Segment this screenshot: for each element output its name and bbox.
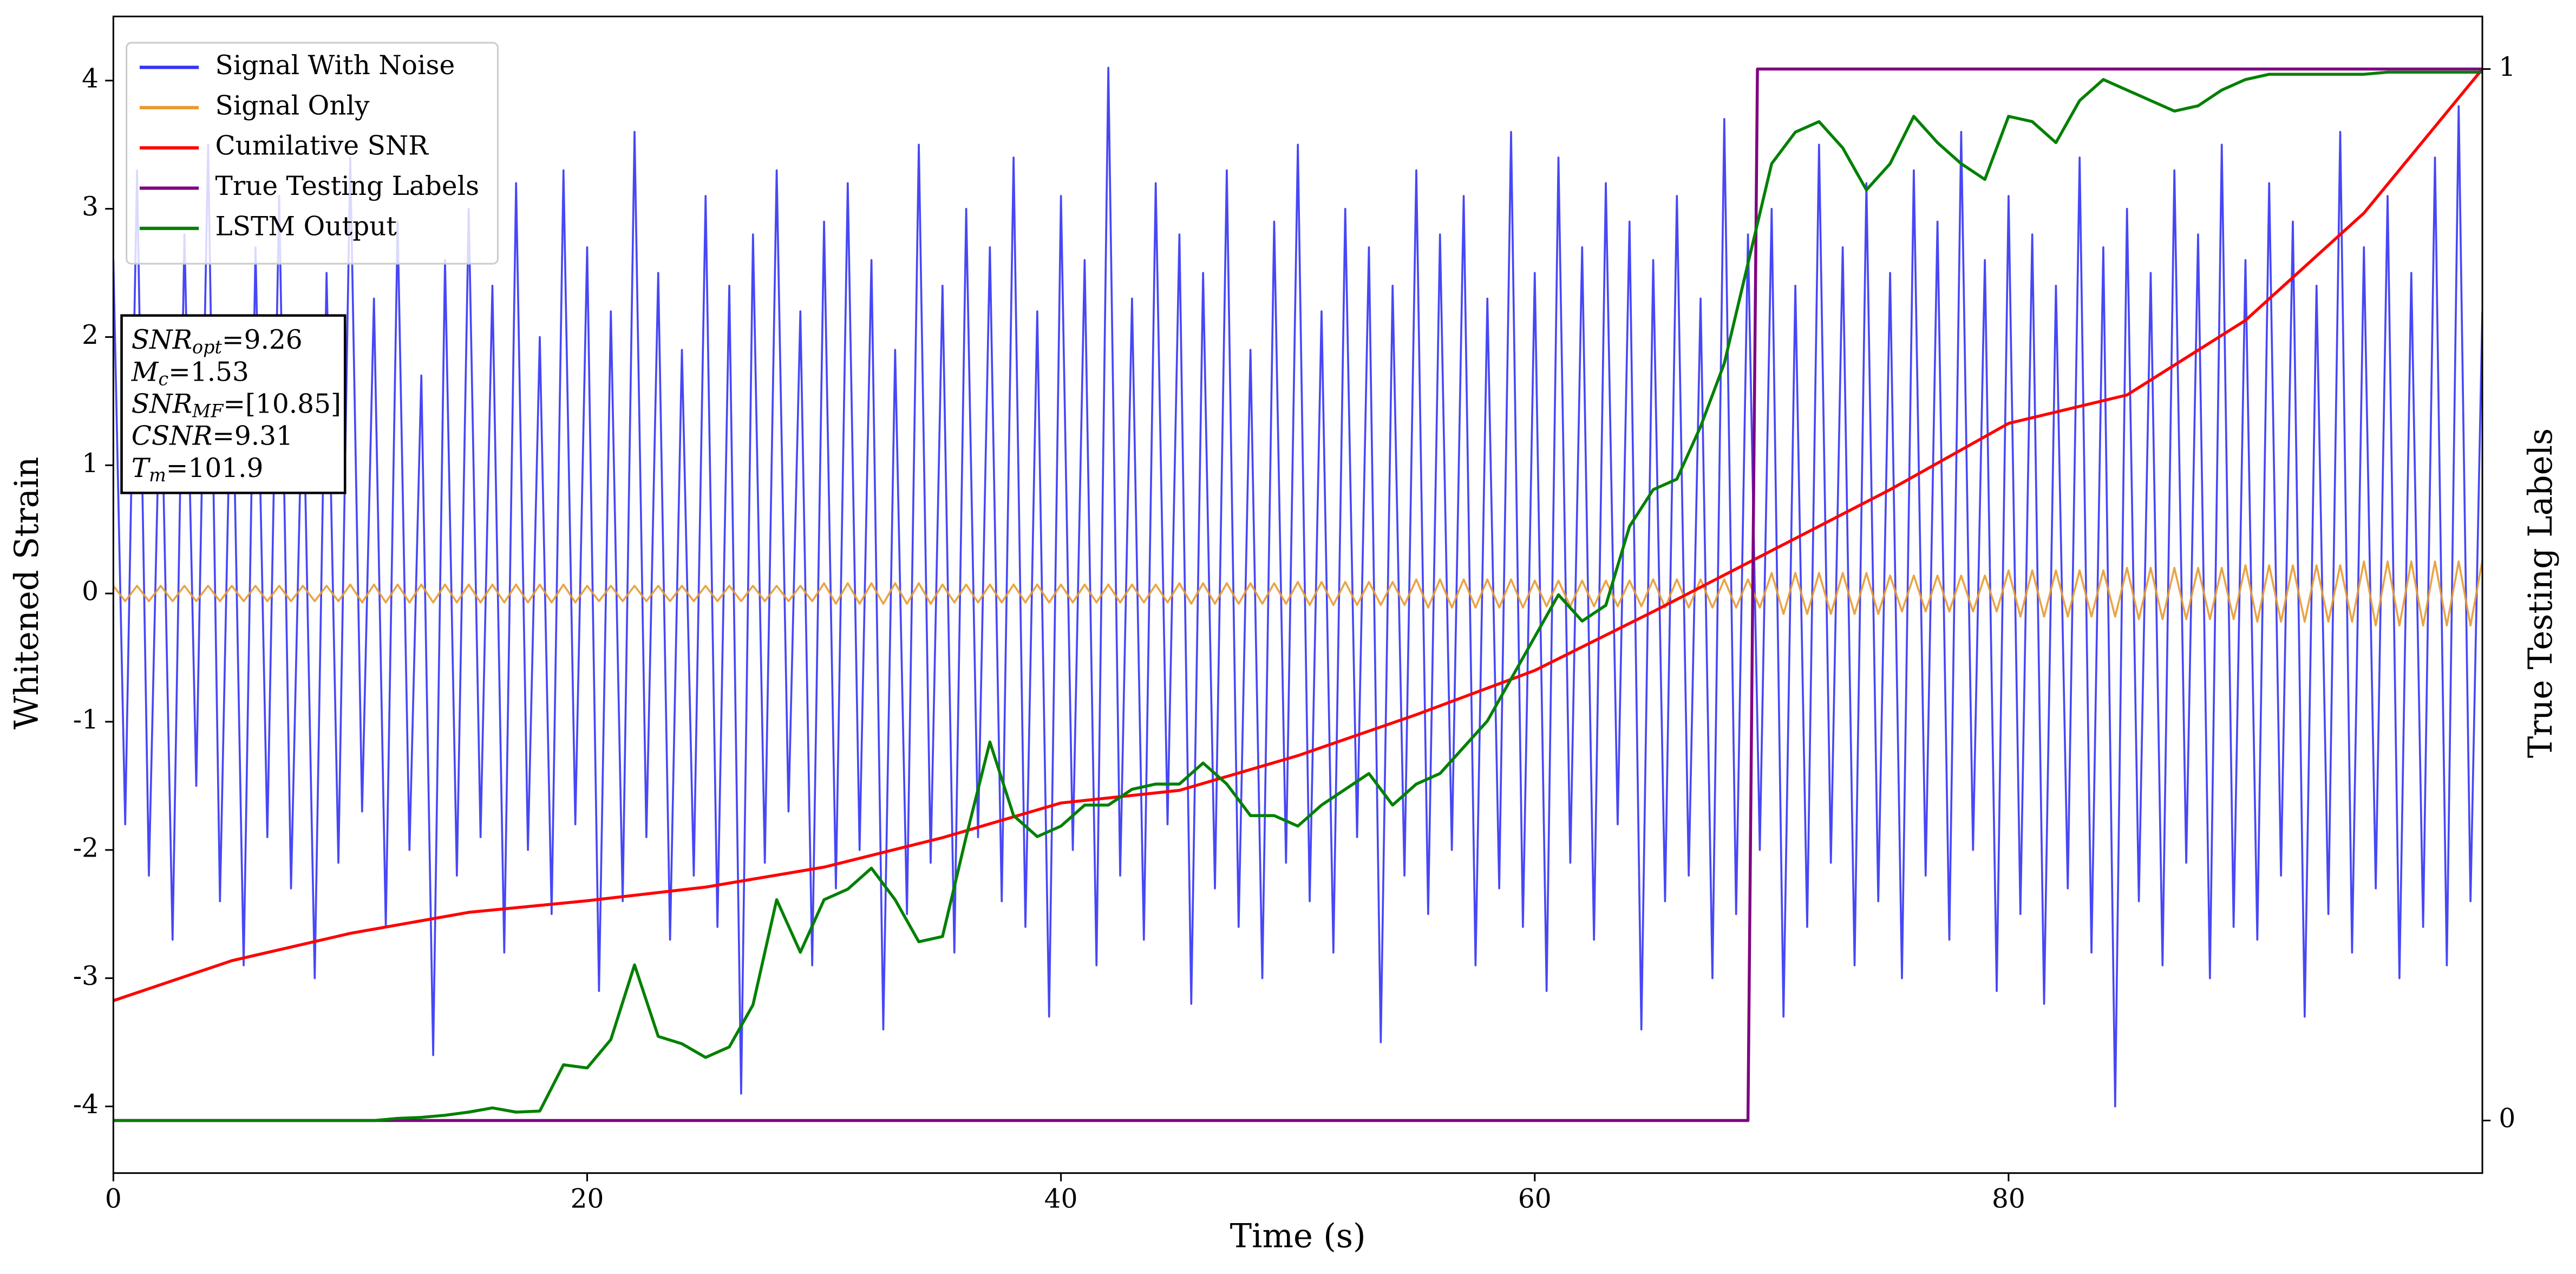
y-tick-label: -3: [73, 961, 99, 991]
y-tick-label: -4: [73, 1089, 99, 1120]
series-line: [113, 67, 2483, 1122]
x-tick-label: 40: [1044, 1184, 1078, 1214]
x-axis-label: Time (s): [1230, 1218, 1366, 1256]
series-line: [113, 67, 2483, 1108]
plot-area: [113, 67, 2483, 1122]
y-tick-label: 1: [82, 448, 99, 479]
x-tick-label: 0: [105, 1184, 122, 1214]
annotation-value: =101.9: [166, 453, 264, 483]
annotation-text: Mc=1.53: [131, 357, 249, 390]
annotation-subscript: opt: [192, 336, 222, 357]
y2-tick-label: 1: [2499, 52, 2515, 82]
y-tick-label: 0: [82, 577, 99, 607]
legend: Signal With Noise Signal Only Cumilative S…: [126, 42, 499, 265]
y-tick-label: -1: [73, 704, 99, 735]
annotation-subscript: c: [158, 369, 168, 390]
y-tick-label: 3: [82, 192, 99, 222]
y-axis-label: Whitened Strain: [8, 457, 46, 730]
x-tick-label: 60: [1518, 1184, 1552, 1214]
annotation-value: =9.31: [212, 421, 293, 451]
annotation-value: =9.26: [222, 325, 303, 355]
series-line: [113, 70, 2483, 1122]
series-line: [113, 560, 2483, 627]
annotation-text: CSNR=9.31: [132, 421, 293, 451]
annotation-value: =[10.85]: [223, 389, 341, 419]
y2-tick-label: 0: [2499, 1103, 2515, 1134]
annotation-symbol: T: [132, 453, 151, 483]
annotation-subscript: m: [149, 465, 166, 486]
annotation-symbol: SNR: [132, 325, 192, 355]
y-tick-label: -2: [73, 833, 99, 863]
legend-label: Signal With Noise: [215, 50, 455, 81]
y-tick-label: 4: [82, 63, 99, 94]
axes-frame: [112, 15, 2483, 1174]
annotation-symbol: M: [131, 357, 159, 387]
annotation-text: Tm=101.9: [132, 453, 264, 486]
legend-box: [126, 42, 499, 265]
legend-label: True Testing Labels: [215, 171, 480, 201]
series-line: [113, 68, 2483, 1002]
y-tick-label: 2: [82, 320, 99, 350]
annotation-box: SNRopt=9.26Mc=1.53SNRMF=[10.85]CSNR=9.31…: [120, 314, 346, 494]
legend-label: Cumilative SNR: [215, 131, 429, 161]
annotation-symbol: SNR: [132, 389, 192, 419]
annotation-subscript: MF: [192, 401, 224, 422]
x-tick-label: 80: [1992, 1184, 2025, 1214]
annotation-frame: [120, 314, 346, 494]
annotation-text: SNRopt=9.26: [132, 325, 303, 358]
legend-label: LSTM Output: [215, 211, 397, 241]
annotation-value: =1.53: [168, 357, 249, 387]
y2-axis-label: True Testing Labels: [2522, 428, 2560, 758]
annotation-symbol: CSNR: [132, 421, 212, 451]
legend-label: Signal Only: [215, 90, 370, 121]
annotation-text: SNRMF=[10.85]: [132, 389, 341, 422]
x-tick-label: 20: [571, 1184, 604, 1214]
